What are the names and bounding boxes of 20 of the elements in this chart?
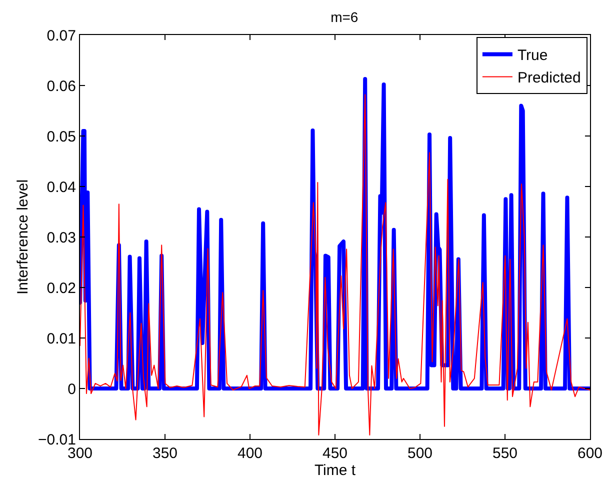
legend-label: True bbox=[517, 47, 548, 64]
x-tick-label: 400 bbox=[237, 445, 263, 462]
y-tick-label: 0 bbox=[68, 380, 76, 398]
y-tick-label: 0.02 bbox=[46, 280, 76, 297]
y-tick-label: 0.04 bbox=[46, 178, 76, 196]
x-tick-label: 450 bbox=[322, 445, 348, 462]
x-tick-label: 350 bbox=[152, 445, 178, 462]
y-axis-title: Interference level bbox=[14, 179, 32, 295]
x-axis-title: Time t bbox=[314, 462, 356, 479]
line-series bbox=[80, 94, 590, 436]
y-tick-label: 0.01 bbox=[46, 330, 76, 348]
y-tick-label: 0.07 bbox=[46, 27, 76, 44]
x-tick-label: 500 bbox=[407, 445, 433, 462]
y-tick-label: 0.06 bbox=[46, 78, 76, 95]
x-tick-label: 550 bbox=[492, 445, 518, 462]
y-tick-label: 0.05 bbox=[46, 128, 76, 146]
chart-title: m=6 bbox=[330, 8, 358, 25]
y-tick-label: 0.03 bbox=[46, 229, 76, 246]
x-tick-label: 600 bbox=[577, 445, 603, 462]
legend-label: Predicted bbox=[517, 70, 581, 87]
